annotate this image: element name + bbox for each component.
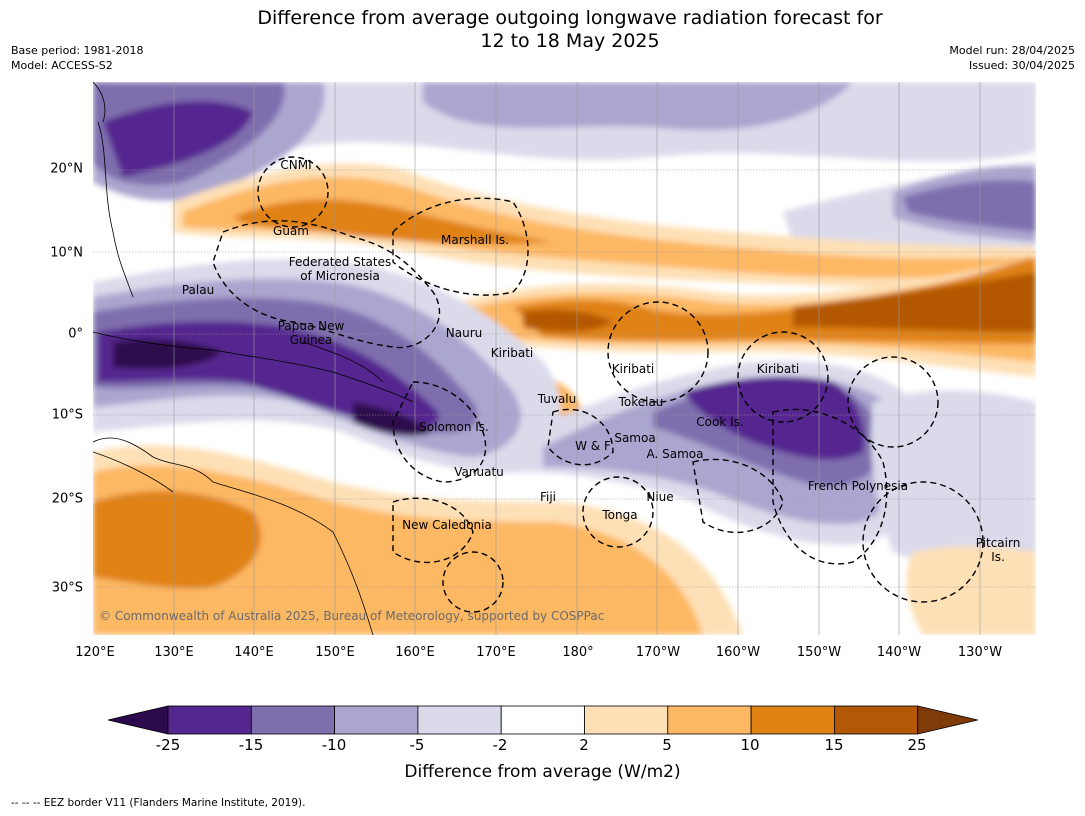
lon-label: 180° — [562, 645, 594, 660]
issued-date: Issued: 30/04/2025 — [968, 59, 1075, 72]
title-line-2: 12 to 18 May 2025 — [480, 30, 660, 52]
lon-label: 160°W — [715, 645, 761, 660]
colorbar-segment — [334, 705, 419, 735]
label-kiribati-central: Kiribati — [611, 362, 655, 376]
colorbar-segment — [667, 705, 752, 735]
forecast-map: CNMI Guam Marshall Is. Palau Federated S… — [93, 82, 1036, 635]
meta-left: Base period: 1981-2018 Model: ACCESS-S2 — [11, 43, 143, 73]
copyright-notice: © Commonwealth of Australia 2025, Bureau… — [99, 609, 605, 623]
label-tonga: Tonga — [602, 508, 638, 522]
label-french-polynesia: French Polynesia — [807, 479, 909, 493]
title-line-1: Difference from average outgoing longwav… — [257, 7, 883, 29]
lon-label: 150°W — [796, 645, 842, 660]
eez-borders — [212, 156, 984, 613]
label-vanuatu: Vanuatu — [454, 465, 504, 479]
colorbar-segment — [584, 705, 669, 735]
colorbar-tick: -25 — [155, 736, 181, 754]
label-fiji: Fiji — [539, 490, 557, 504]
label-pitcairn: Pitcairn Is. — [975, 536, 1021, 564]
label-papua-new-guinea: Papua New Guinea — [277, 319, 345, 347]
label-cook-islands: Cook Is. — [696, 415, 744, 429]
colorbar-segment — [500, 705, 585, 735]
colorbar-tick: 15 — [824, 736, 844, 754]
lat-label: 30°S — [51, 580, 83, 596]
model-name: Model: ACCESS-S2 — [11, 59, 113, 72]
colorbar-segment — [834, 705, 919, 735]
lat-label: 20°S — [51, 491, 83, 507]
label-wallis-futuna: W & F — [575, 439, 611, 453]
graticule — [93, 82, 1036, 635]
lon-label: 130°E — [154, 645, 194, 660]
label-micronesia: Federated States of Micronesia — [288, 255, 392, 283]
colorbar-extend-low — [108, 705, 169, 735]
label-marshall-islands: Marshall Is. — [441, 233, 509, 247]
colorbar-tick: 2 — [579, 736, 589, 754]
colorbar-tick: 25 — [907, 736, 927, 754]
lon-label: 170°E — [476, 645, 516, 660]
lat-label: 0° — [68, 326, 83, 342]
colorbar-tick: -10 — [321, 736, 347, 754]
lon-label: 140°E — [234, 645, 274, 660]
colorbar-segment — [250, 705, 336, 735]
colorbar — [108, 705, 978, 735]
lon-label: 160°E — [395, 645, 435, 660]
label-kiribati-east: Kiribati — [756, 362, 800, 376]
lat-label: 20°N — [50, 161, 83, 177]
colorbar-tick: -5 — [409, 736, 425, 754]
colorbar-segment — [750, 705, 835, 735]
colorbar-tick: 10 — [740, 736, 760, 754]
lon-label: 120°E — [75, 645, 115, 660]
anomaly-shading — [93, 82, 1036, 635]
meta-right: Model run: 28/04/2025 Issued: 30/04/2025 — [949, 43, 1075, 73]
anomaly-field — [93, 82, 1036, 635]
lat-label: 10°S — [51, 407, 83, 423]
base-period: Base period: 1981-2018 — [11, 44, 144, 57]
model-run: Model run: 28/04/2025 — [949, 44, 1075, 57]
lon-label: 170°W — [635, 645, 681, 660]
label-cnmi: CNMI — [280, 158, 312, 172]
label-niue: Niue — [646, 490, 674, 504]
label-kiribati-west: Kiribati — [490, 346, 534, 360]
lon-label: 130°W — [957, 645, 1003, 660]
colorbar-extend-high — [917, 705, 978, 735]
label-new-caledonia: New Caledonia — [402, 518, 492, 532]
eez-footnote: -- -- -- EEZ border V11 (Flanders Marine… — [11, 797, 306, 809]
label-solomon-islands: Solomon Is. — [419, 420, 489, 434]
label-tokelau: Tokelau — [618, 395, 664, 409]
colorbar-tick: -2 — [492, 736, 508, 754]
colorbar-label: Difference from average (W/m2) — [404, 762, 681, 782]
label-guam: Guam — [273, 224, 309, 238]
colorbar-tick: -15 — [238, 736, 264, 754]
lon-label: 140°W — [876, 645, 922, 660]
label-palau: Palau — [181, 283, 215, 297]
colorbar-segment — [167, 705, 252, 735]
label-american-samoa: A. Samoa — [646, 447, 704, 461]
map-title: Difference from average outgoing longwav… — [0, 7, 1085, 53]
lat-label: 10°N — [50, 245, 83, 261]
label-nauru: Nauru — [445, 326, 483, 340]
colorbar-tick: 5 — [662, 736, 672, 754]
label-samoa: Samoa — [614, 431, 656, 445]
coastlines — [93, 82, 414, 635]
label-tuvalu: Tuvalu — [537, 392, 577, 406]
colorbar-segment — [417, 705, 502, 735]
lon-label: 150°E — [315, 645, 355, 660]
